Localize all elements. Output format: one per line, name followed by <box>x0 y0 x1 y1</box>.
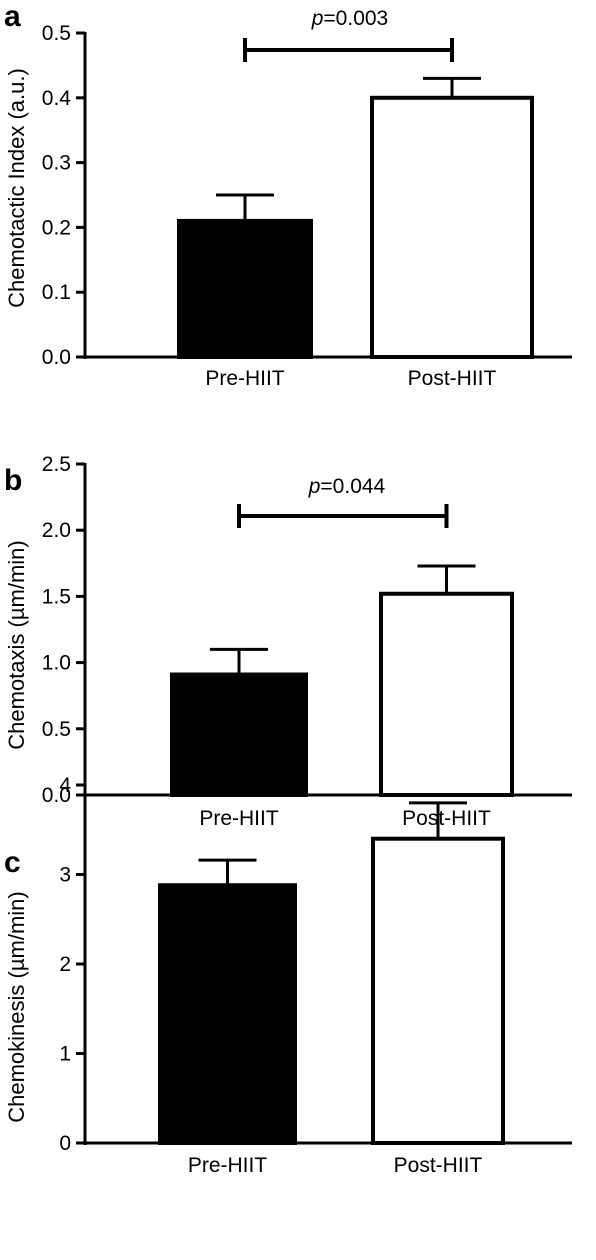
panel-b-pvalue-prefix: p <box>308 475 321 498</box>
panel-c-ytick-label: 0 <box>59 1132 71 1155</box>
panel-a-bar-post <box>370 95 534 360</box>
panel-a-bar-pre <box>177 218 313 359</box>
panel-a-category-label: Post-HIIT <box>408 367 497 390</box>
panel-b-ytick-label: 2.5 <box>42 453 71 476</box>
panel-b-ytick-label: 2.0 <box>42 519 71 542</box>
panel-c-ytick-label: 1 <box>59 1043 71 1066</box>
panel-c: c Chemokinesis (µm/min) 0 1 2 3 4 Pre-HIIT Pos… <box>4 774 572 1177</box>
panel-b-ylabel: Chemotaxis (µm/min) <box>4 540 29 749</box>
panel-b-ytick-label: 0.5 <box>42 718 71 741</box>
panel-a-pvalue-prefix: p <box>311 7 324 30</box>
panel-c-category-label: Post-HIIT <box>394 1154 483 1177</box>
panel-c-plot: 0 1 2 3 4 Pre-HIIT Post-HIIT <box>59 774 572 1177</box>
panel-a-ytick-label: 0.3 <box>42 152 71 175</box>
panel-b-plot: 0.0 0.5 1.0 1.5 2.0 2.5 Pre-HIIT Post-HIIT <box>42 453 572 830</box>
panel-a-ylabel: Chemotactic Index (a.u.) <box>4 68 29 308</box>
panel-c-ytick-label: 2 <box>59 953 71 976</box>
panel-b-pvalue-text: =0.044 <box>320 475 385 498</box>
panel-a-ytick-label: 0.2 <box>42 216 71 239</box>
panel-b-letter: b <box>4 464 22 497</box>
panel-b-pvalue: p=0.044 <box>308 475 386 498</box>
panel-a-category-label: Pre-HIIT <box>205 367 285 390</box>
panel-c-bar-post <box>371 836 505 1145</box>
panel-b-ytick-label: 0.0 <box>42 784 71 807</box>
panel-a-letter: a <box>4 0 21 33</box>
panel-c-ylabel: Chemokinesis (µm/min) <box>4 891 29 1123</box>
panel-c-ytick-label: 3 <box>59 864 71 887</box>
panel-a-ytick-label: 0.4 <box>42 87 72 110</box>
panel-a-ytick-label: 0.5 <box>42 22 71 45</box>
panel-a-ytick-label: 0.1 <box>42 281 71 304</box>
panel-a-pvalue: p=0.003 <box>311 7 389 30</box>
panel-c-category-label: Pre-HIIT <box>188 1154 268 1177</box>
panel-b-ytick-label: 1.5 <box>42 585 71 608</box>
panel-a-ytick-label: 0.0 <box>42 346 71 369</box>
panel-c-ytick-label: 4 <box>59 774 71 797</box>
panel-b-category-label: Pre-HIIT <box>199 807 279 830</box>
panel-a-plot: 0.0 0.1 0.2 0.3 0.4 0.5 Pre-HIIT Post-HIIT <box>42 22 572 390</box>
panel-c-bar-pre <box>158 883 297 1145</box>
panel-b-bar-pre <box>170 672 308 797</box>
panel-b-category-label: Post-HIIT <box>402 807 491 830</box>
panel-c-letter: c <box>4 846 21 879</box>
panel-a: a Chemotactic Index (a.u.) 0.00.10.20.30… <box>4 0 572 390</box>
panel-b-bar-post <box>379 591 514 798</box>
panel-b: b Chemotaxis (µm/min) 0.0 0.5 1.0 1.5 2.0 2.5… <box>4 453 572 830</box>
panel-b-ytick-label: 1.0 <box>42 652 71 675</box>
panel-a-pvalue-text: =0.003 <box>323 7 388 30</box>
